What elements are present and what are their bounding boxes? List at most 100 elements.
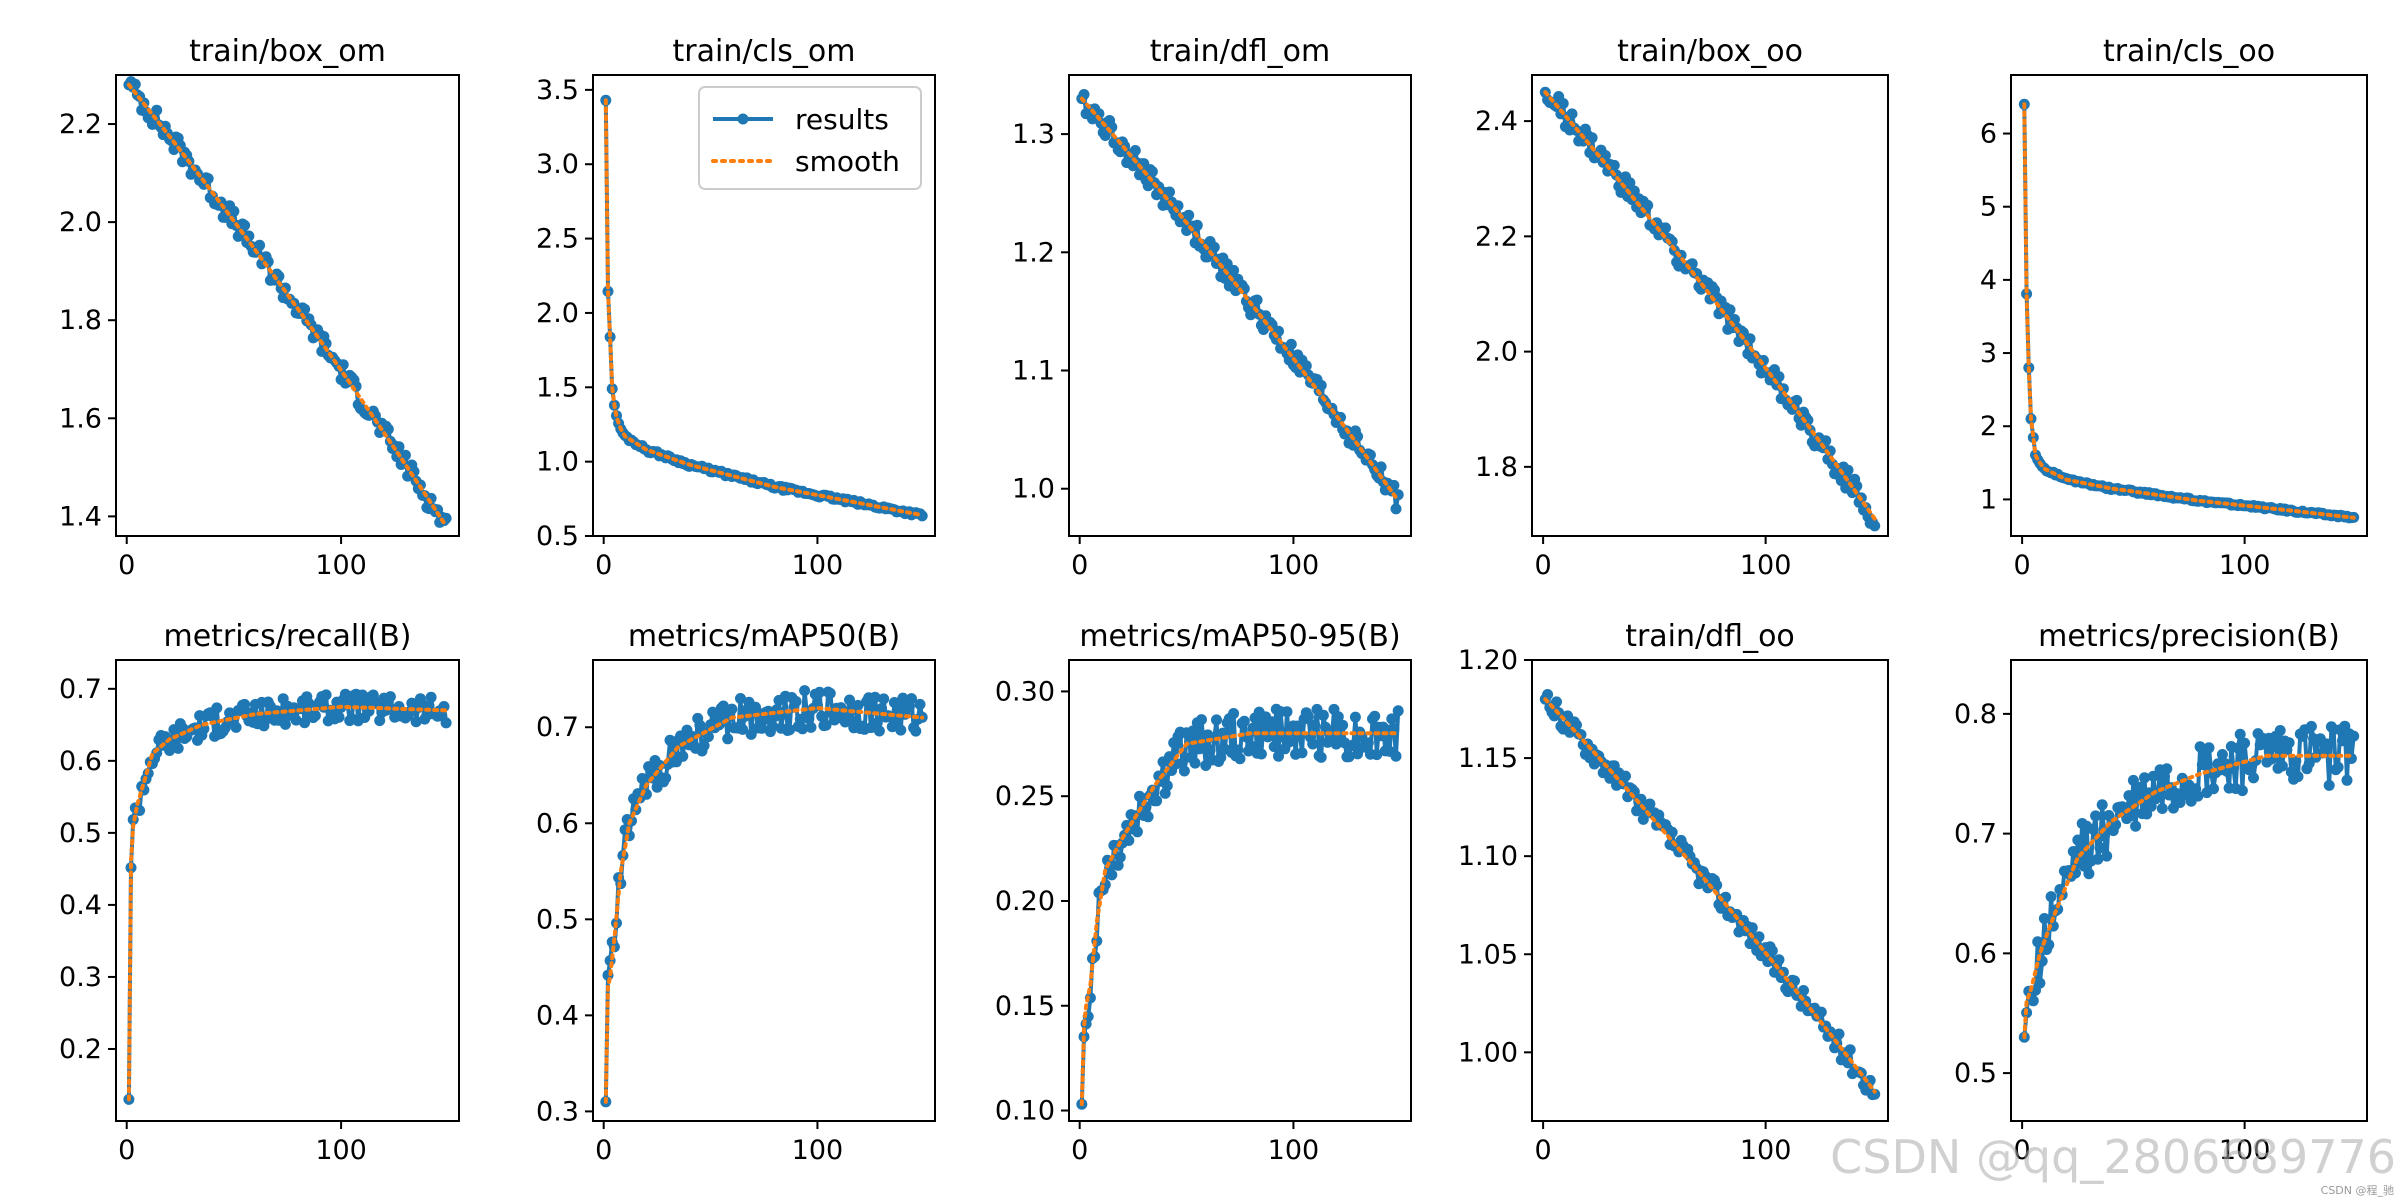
results-point bbox=[717, 700, 729, 712]
results-point bbox=[814, 686, 826, 698]
y-tick-label: 0.4 bbox=[59, 890, 102, 921]
results-point bbox=[1798, 985, 1809, 996]
y-tick-label: 6 bbox=[1980, 119, 1997, 150]
results-point bbox=[660, 772, 672, 784]
results-point bbox=[2045, 891, 2057, 903]
results-point bbox=[737, 723, 749, 735]
results-point bbox=[1724, 304, 1736, 316]
subplot-metrics-recall-b-: metrics/recall(B) 0.2 0.3 0.4 0.5 0.6 0.7 0 100 bbox=[59, 619, 460, 1166]
results-point bbox=[1189, 757, 1201, 769]
csdn-watermark: CSDN @qq_2806689776 bbox=[1830, 1130, 2396, 1184]
results-point bbox=[1317, 709, 1329, 721]
results-point bbox=[1693, 878, 1705, 890]
y-tick-label: 0.5 bbox=[536, 521, 579, 552]
y-tick-label: 4 bbox=[1980, 265, 1997, 296]
y-tick-label: 3 bbox=[1980, 338, 1997, 369]
x-tick-label: 0 bbox=[1535, 550, 1552, 581]
results-point bbox=[895, 724, 907, 736]
results-point bbox=[906, 693, 917, 705]
results-point bbox=[1307, 738, 1319, 750]
y-tick-label: 1.4 bbox=[59, 501, 102, 532]
results-point bbox=[254, 239, 266, 251]
x-tick-label: 0 bbox=[1535, 1135, 1552, 1166]
results-point bbox=[803, 713, 815, 725]
results-point bbox=[1315, 379, 1327, 391]
results-point bbox=[1815, 1006, 1827, 1018]
plot-area bbox=[600, 685, 928, 1108]
results-point bbox=[239, 698, 251, 710]
results-point bbox=[1566, 108, 1578, 120]
axes-frame bbox=[115, 659, 460, 1122]
results-point bbox=[794, 713, 806, 725]
results-point bbox=[1204, 744, 1216, 756]
legend-box bbox=[698, 86, 922, 190]
results-point bbox=[2276, 760, 2288, 772]
y-tick-label: 0.15 bbox=[995, 991, 1055, 1022]
results-point bbox=[2134, 781, 2146, 793]
y-tick-label: 0.10 bbox=[995, 1096, 1055, 1127]
plot-area bbox=[1539, 86, 1881, 532]
plot-area bbox=[1076, 89, 1404, 515]
smooth-line bbox=[1079, 96, 1401, 503]
x-tick-label: 0 bbox=[2014, 550, 2031, 581]
y-tick-label: 1.20 bbox=[1458, 645, 1518, 676]
legend-results-label: results bbox=[795, 103, 889, 136]
y-tick-label: 0.25 bbox=[995, 781, 1055, 812]
results-point bbox=[1255, 748, 1267, 760]
results-point bbox=[1390, 503, 1402, 515]
subplot-title: train/box_om bbox=[189, 34, 386, 69]
smooth-line bbox=[1543, 90, 1877, 521]
csdn-watermark-small: CSDN @程_驰 bbox=[2320, 1184, 2394, 1197]
x-tick-label: 100 bbox=[1740, 550, 1792, 581]
plot-area bbox=[1076, 703, 1404, 1110]
results-point bbox=[2123, 790, 2135, 802]
results-point bbox=[1349, 711, 1361, 723]
y-tick-label: 1.00 bbox=[1458, 1037, 1518, 1068]
y-tick-label: 0.8 bbox=[1954, 699, 1997, 730]
axes-frame bbox=[2010, 659, 2368, 1122]
results-point bbox=[1557, 98, 1569, 109]
axes-frame bbox=[592, 659, 936, 1122]
results-point bbox=[2203, 742, 2215, 754]
legend-results-marker bbox=[737, 113, 749, 125]
results-point bbox=[677, 750, 689, 762]
results-point bbox=[1337, 719, 1349, 731]
results-point bbox=[2239, 737, 2251, 749]
results-point bbox=[1151, 795, 1163, 807]
x-tick-label: 0 bbox=[2014, 1135, 2031, 1166]
x-tick-label: 100 bbox=[792, 550, 844, 581]
smooth-line bbox=[2022, 753, 2356, 1040]
results-point bbox=[228, 205, 240, 217]
y-tick-label: 1 bbox=[1980, 484, 1997, 515]
results-point bbox=[698, 740, 710, 752]
y-tick-label: 0.30 bbox=[995, 676, 1055, 707]
subplot-train-dfl-om: train/dfl_om 1.0 1.1 1.2 1.3 0 100 bbox=[1012, 34, 1412, 581]
axes-frame bbox=[1068, 74, 1412, 537]
y-tick-label: 2.0 bbox=[59, 207, 102, 238]
results-point bbox=[299, 717, 311, 729]
results-point bbox=[2072, 834, 2084, 846]
y-tick-label: 3.0 bbox=[536, 149, 579, 180]
results-point bbox=[1164, 751, 1175, 763]
results-point bbox=[1833, 1028, 1845, 1040]
results-point bbox=[2156, 803, 2168, 814]
results-point bbox=[2127, 774, 2139, 786]
results-point bbox=[1869, 520, 1881, 532]
results-point bbox=[2208, 783, 2219, 795]
results-point bbox=[1390, 750, 1402, 762]
x-tick-label: 100 bbox=[1268, 1135, 1320, 1166]
y-tick-label: 0.7 bbox=[59, 674, 102, 705]
plot-area bbox=[123, 76, 452, 529]
axes-frame bbox=[2010, 74, 2368, 537]
subplot-metrics-precision-b-: metrics/precision(B) 0.5 0.6 0.7 0.8 0 100 bbox=[1954, 619, 2368, 1166]
results-point bbox=[2292, 771, 2304, 783]
results-point bbox=[1604, 772, 1616, 784]
subplot-metrics-map50-95-b-: metrics/mAP50-95(B) 0.10 0.15 0.20 0.25 0.30 0… bbox=[995, 619, 1412, 1166]
x-tick-label: 100 bbox=[315, 550, 367, 581]
legend: results smooth bbox=[698, 86, 922, 190]
results-point bbox=[824, 687, 836, 699]
results-point bbox=[2341, 774, 2353, 786]
subplot-title: metrics/mAP50(B) bbox=[628, 619, 900, 654]
results-point bbox=[1215, 752, 1227, 763]
